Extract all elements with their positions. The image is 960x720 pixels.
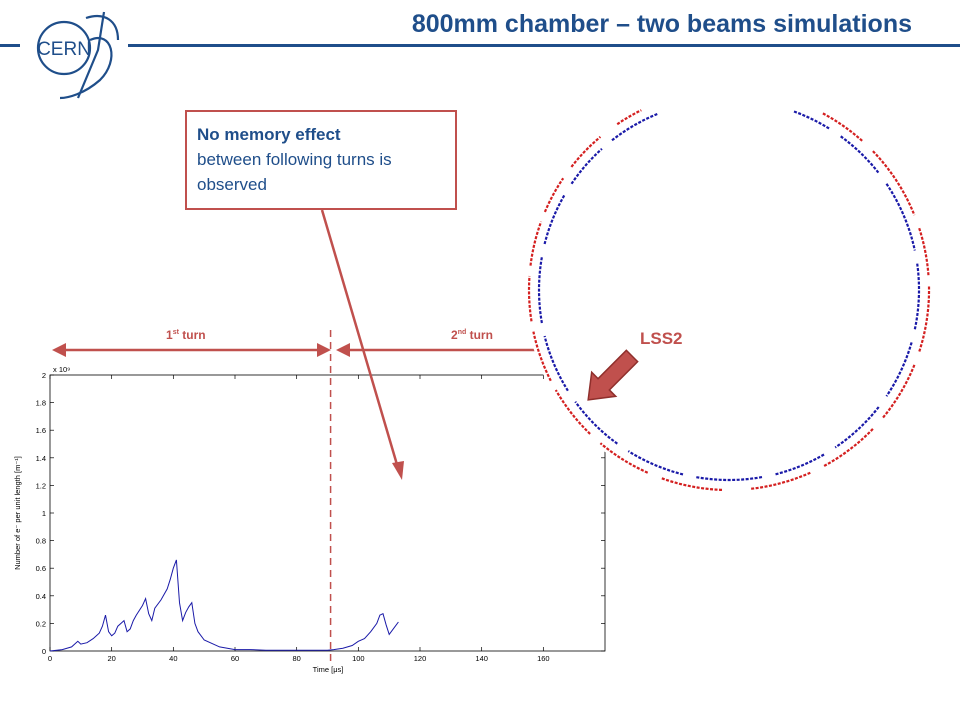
beam-segment <box>822 112 864 143</box>
ring-backdrop <box>525 86 933 494</box>
beam-segment <box>840 135 880 174</box>
chart-frame <box>49 374 606 652</box>
beam-segment <box>543 177 565 213</box>
beam-segment <box>660 476 723 491</box>
y-tick-label: 2 <box>42 371 46 380</box>
title-rule-right <box>128 44 960 47</box>
x-tick-label: 140 <box>475 654 488 663</box>
beam-segment <box>527 275 533 322</box>
beam-segment <box>793 110 831 130</box>
x-tick-label: 80 <box>292 654 300 663</box>
x-axis-label: Time [μs] <box>313 665 344 674</box>
beam-segment <box>885 342 913 397</box>
cern-logo: CERN <box>20 10 124 109</box>
beam-segment <box>554 389 591 435</box>
beam-segment <box>611 112 659 142</box>
beam-segment <box>537 256 543 324</box>
beam-segment <box>574 401 618 445</box>
x-axis: 0 20 40 60 80 100 120 140 160 <box>48 375 550 663</box>
y-tick-label: 0.4 <box>36 592 46 601</box>
logo-text: CERN <box>37 39 91 60</box>
beam-segment <box>543 194 566 245</box>
second-turn-label: 2nd turn <box>451 328 493 342</box>
x-tick-label: 0 <box>48 654 52 663</box>
beam-segment <box>570 147 603 185</box>
callout-text: between following turns is observed <box>197 150 392 194</box>
ring-inner-beam <box>537 110 921 482</box>
callout-lead: No memory effect <box>197 125 341 144</box>
beam-segment <box>881 364 916 420</box>
x-tick-label: 60 <box>231 654 239 663</box>
y-tick-label: 0.2 <box>36 619 46 628</box>
y-tick-label: 1.6 <box>36 426 46 435</box>
y-tick-label: 0.6 <box>36 564 46 573</box>
beam-segment <box>529 221 543 266</box>
beam-segment <box>834 406 880 449</box>
beam-segment <box>599 442 649 474</box>
x-tick-label: 160 <box>537 654 550 663</box>
series-line <box>49 559 399 652</box>
x-tick-label: 40 <box>169 654 177 663</box>
beam-segment <box>918 227 930 277</box>
y-axis-label: Number of e⁻ per unit length [m⁻¹] <box>13 456 22 570</box>
title-rule-left <box>0 44 20 47</box>
lss2-label: LSS2 <box>640 329 683 348</box>
lss2-arrow-icon <box>587 349 639 401</box>
observation-callout: No memory effect between following turns… <box>185 110 457 210</box>
beam-segment <box>616 109 642 126</box>
first-turn-label: 1st turn <box>166 328 206 342</box>
beam-segment <box>913 263 921 330</box>
beam-segment <box>532 331 552 382</box>
y-tick-label: 1.4 <box>36 454 46 463</box>
beam-segment <box>543 335 569 392</box>
y-axis: 0 0.2 0.4 0.6 0.8 1 1.2 1.4 1.6 1.8 2 <box>36 371 605 656</box>
beam-segment <box>885 183 916 251</box>
beam-segment <box>918 286 931 353</box>
slide-title: 800mm chamber – two beams simulations <box>405 10 918 39</box>
y-multiplier: x 10⁹ <box>53 365 70 374</box>
beam-segment <box>570 135 602 168</box>
beam-segment <box>695 476 763 482</box>
beam-segment <box>822 428 874 468</box>
callout-pointer-arrow <box>320 209 404 480</box>
x-tick-label: 20 <box>107 654 115 663</box>
ring-outer-beam <box>527 109 931 491</box>
beam-segment <box>627 450 684 476</box>
beam-segment <box>774 453 825 476</box>
y-tick-label: 1 <box>42 509 46 518</box>
beam-segment <box>872 150 916 216</box>
y-tick-label: 0 <box>42 647 46 656</box>
x-tick-label: 120 <box>414 654 427 663</box>
first-turn-arrow <box>52 343 331 357</box>
y-tick-label: 0.8 <box>36 537 46 546</box>
x-tick-label: 100 <box>352 654 365 663</box>
y-tick-label: 1.8 <box>36 399 46 408</box>
beam-segment <box>749 471 811 490</box>
y-tick-label: 1.2 <box>36 481 46 490</box>
